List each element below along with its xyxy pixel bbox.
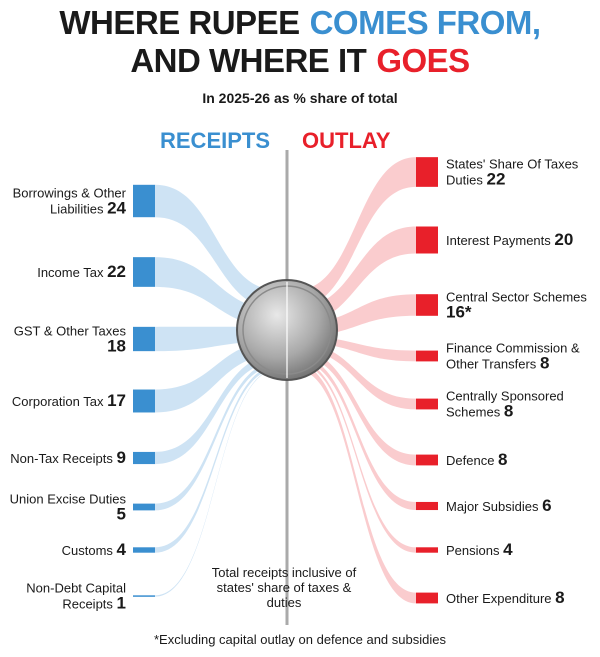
- flow: [155, 354, 277, 465]
- flow: [155, 366, 277, 553]
- category-name: Pensions: [446, 543, 500, 558]
- value-label: 8: [555, 588, 565, 607]
- title-part: WHERE RUPEE: [59, 4, 300, 41]
- category-label: Corporation Tax 17: [4, 391, 126, 410]
- value-label: 24: [107, 198, 126, 218]
- category-label: Pensions 4: [446, 540, 594, 559]
- category-name: Finance Commission & Other Transfers: [446, 340, 580, 372]
- category-name: Centrally Sponsored Schemes: [446, 388, 564, 420]
- value-label: 6: [542, 496, 552, 515]
- value-label: 16*: [446, 302, 472, 322]
- flow: [297, 355, 416, 511]
- category-name: Non-Tax Receipts: [10, 451, 113, 466]
- flow: [297, 342, 416, 410]
- value-label: 17: [107, 391, 126, 410]
- value-label: 20: [554, 230, 574, 249]
- category-name: Non-Debt Capital Receipts: [26, 580, 126, 612]
- category-name: Central Sector Schemes: [446, 289, 587, 305]
- bar: [416, 501, 438, 511]
- value-label: 22: [107, 262, 126, 281]
- value-label: 9: [116, 448, 126, 467]
- value-label: 8: [539, 353, 550, 373]
- value-label: 5: [116, 504, 126, 524]
- receipts-header: RECEIPTS: [160, 128, 271, 153]
- footnote: *Excluding capital outlay on defence and…: [154, 632, 446, 647]
- bar: [416, 294, 438, 316]
- title-part: AND WHERE IT: [130, 42, 367, 79]
- bar: [133, 503, 155, 511]
- bar: [416, 398, 438, 410]
- outlay-header: OUTLAY: [302, 128, 391, 153]
- bar: [416, 226, 438, 254]
- value-label: 22: [486, 169, 506, 189]
- category-label: Centrally Sponsored Schemes 8: [446, 389, 594, 420]
- category-name: Corporation Tax: [11, 394, 104, 409]
- category-label: Major Subsidies 6: [446, 496, 594, 515]
- category-label: Income Tax 22: [4, 262, 126, 281]
- title-line: WHERE RUPEE COMES FROM,: [0, 4, 600, 42]
- category-label: Central Sector Schemes 16*: [446, 290, 594, 321]
- category-name: Income Tax: [37, 265, 104, 280]
- flow: [155, 362, 277, 511]
- bar: [133, 451, 155, 465]
- bar: [133, 389, 155, 413]
- category-name: Major Subsidies: [446, 499, 539, 514]
- category-name: Other Expenditure: [446, 591, 552, 606]
- title-part: COMES FROM,: [309, 4, 542, 41]
- bar: [133, 595, 155, 597]
- value-label: 1: [116, 593, 126, 613]
- subtitle: In 2025-26 as % share of total: [202, 90, 398, 106]
- category-name: GST & Other Taxes: [13, 323, 126, 339]
- category-name: Union Excise Duties: [9, 491, 126, 507]
- category-label: Non-Tax Receipts 9: [4, 448, 126, 467]
- category-label: Union Excise Duties 5: [4, 492, 126, 523]
- category-label: Defence 8: [446, 450, 594, 469]
- bar: [133, 547, 155, 553]
- flow: [297, 349, 416, 466]
- category-name: States' Share Of Taxes Duties: [446, 156, 579, 188]
- category-label: Non-Debt Capital Receipts 1: [4, 581, 126, 612]
- bar: [416, 157, 438, 187]
- note: Total receipts inclusive of states' shar…: [211, 565, 357, 610]
- category-name: Customs: [61, 543, 113, 558]
- category-label: Finance Commission & Other Transfers 8: [446, 341, 594, 372]
- title: WHERE RUPEE COMES FROM, AND WHERE IT GOES: [0, 4, 600, 80]
- value-label: 8: [503, 401, 514, 421]
- bar: [416, 592, 438, 604]
- flow: [155, 369, 277, 597]
- bar: [133, 326, 155, 352]
- flow: [155, 184, 277, 310]
- value-label: 8: [498, 450, 508, 469]
- category-name: Defence: [446, 453, 495, 468]
- category-label: Customs 4: [4, 540, 126, 559]
- category-label: Borrowings & Other Liabilities 24: [4, 186, 126, 217]
- category-name: Interest Payments: [446, 233, 551, 248]
- title-part: GOES: [376, 42, 470, 79]
- category-label: Interest Payments 20: [446, 230, 594, 249]
- flow: [297, 363, 416, 604]
- category-name: Borrowings & Other Liabilities: [12, 185, 126, 217]
- bar: [416, 547, 438, 553]
- flow: [297, 360, 416, 553]
- bar: [133, 184, 155, 218]
- value-label: 4: [503, 540, 513, 559]
- bar: [416, 454, 438, 466]
- category-label: Other Expenditure 8: [446, 588, 594, 607]
- bar: [133, 257, 155, 287]
- category-label: GST & Other Taxes 18: [4, 324, 126, 355]
- category-label: States' Share Of Taxes Duties 22: [446, 157, 594, 188]
- flow: [297, 157, 416, 308]
- bar: [416, 350, 438, 362]
- value-label: 4: [116, 540, 126, 559]
- title-line: AND WHERE IT GOES: [0, 42, 600, 80]
- value-label: 18: [107, 336, 126, 356]
